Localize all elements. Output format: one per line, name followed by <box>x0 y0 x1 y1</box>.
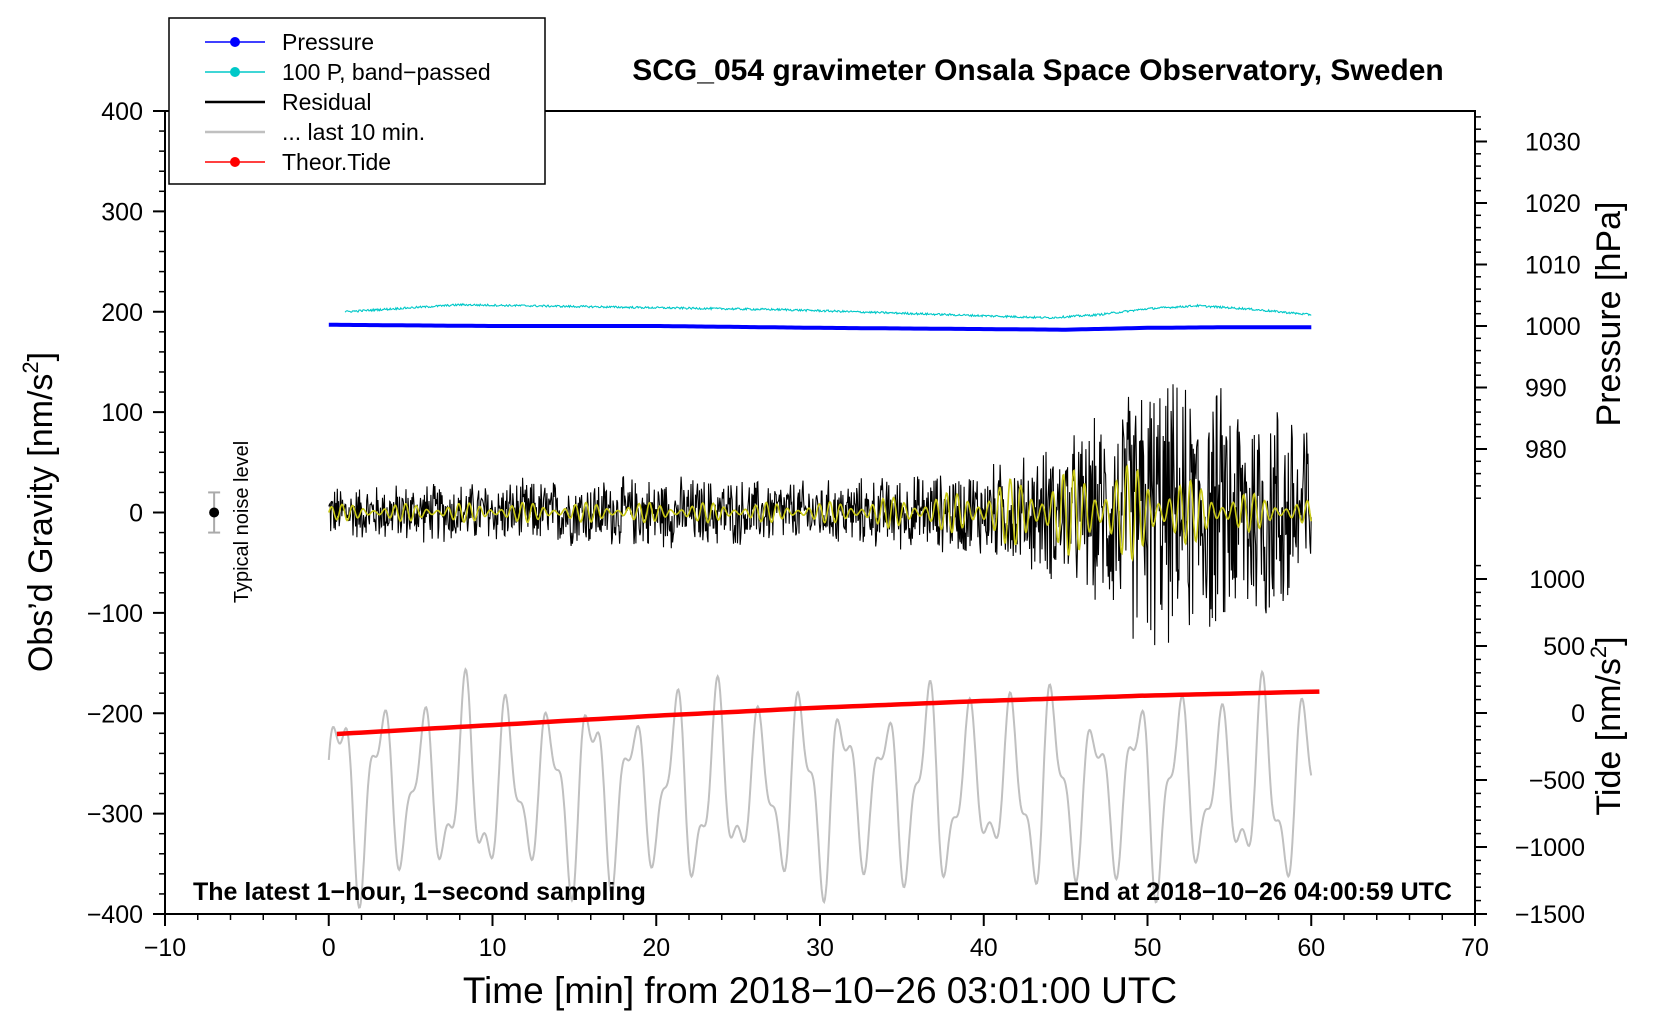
annotation-bottom-left: The latest 1−hour, 1−second sampling <box>193 878 646 906</box>
series-residual <box>328 384 1312 646</box>
series-100p-band-passed <box>344 302 1312 320</box>
series-theor-tide <box>336 689 1320 737</box>
y-left-tick-label: −400 <box>87 901 143 929</box>
tide-tick-label: −1500 <box>1515 901 1585 929</box>
legend: Pressure 100 P, band−passed Residual ... la… <box>168 17 546 185</box>
legend-marker <box>230 37 240 47</box>
legend-label: Residual <box>282 89 372 115</box>
y-left-tick-label: 200 <box>101 299 143 327</box>
y-left-tick-label: 100 <box>101 399 143 427</box>
y-left-tick-label: 0 <box>129 500 143 528</box>
y-left-tick-label: −200 <box>87 700 143 728</box>
legend-marker <box>230 67 240 77</box>
series-layer <box>327 302 1320 909</box>
y-axis-label-left-close: ] <box>22 352 60 361</box>
x-tick-label: 0 <box>322 934 336 962</box>
x-tick-label: 40 <box>970 934 998 962</box>
pressure-tick-label: 1010 <box>1525 252 1581 280</box>
y-axis-label-left-sup: 2 <box>18 361 43 373</box>
legend-label: ... last 10 min. <box>282 119 425 145</box>
axes-layer: −10 0 10 20 30 40 50 60 704003002001000−100−200−… <box>87 98 1585 962</box>
legend-marker <box>230 157 240 167</box>
pressure-tick-label: 1000 <box>1525 313 1581 341</box>
legend-label: 100 P, band−passed <box>282 59 491 85</box>
tide-axis-label-close: ] <box>1590 636 1628 645</box>
x-tick-label: 70 <box>1461 934 1489 962</box>
tide-axis-label-sup: 2 <box>1586 646 1611 658</box>
pressure-tick-label: 980 <box>1525 436 1567 464</box>
y-left-tick-label: −100 <box>87 600 143 628</box>
pressure-axis-label: Pressure [hPa] <box>1590 202 1628 427</box>
tide-tick-label: 500 <box>1543 633 1585 661</box>
pressure-tick-label: 1030 <box>1525 129 1581 157</box>
y-left-tick-label: 400 <box>101 98 143 126</box>
noise-level-label: Typical noise level <box>231 441 253 603</box>
pressure-tick-label: 1020 <box>1525 190 1581 218</box>
tide-tick-label: 0 <box>1571 700 1585 728</box>
x-axis-label: Time [min] from 2018−10−26 03:01:00 UTC <box>463 970 1177 1011</box>
tide-tick-label: 1000 <box>1529 566 1585 594</box>
x-tick-label: 20 <box>642 934 670 962</box>
y-left-tick-label: 300 <box>101 198 143 226</box>
tide-tick-label: −1000 <box>1515 834 1585 862</box>
x-tick-label: 10 <box>479 934 507 962</box>
legend-label: Theor.Tide <box>282 149 391 175</box>
y-left-tick-label: −300 <box>87 801 143 829</box>
annotation-bottom-right: End at 2018−10−26 04:00:59 UTC <box>1063 878 1452 906</box>
noise-point <box>209 507 220 518</box>
x-tick-label: 60 <box>1297 934 1325 962</box>
noise-level-bar <box>208 491 221 534</box>
series-band-passed-residual <box>328 464 1312 562</box>
x-tick-label: −10 <box>144 934 186 962</box>
legend-label: Pressure <box>282 29 374 55</box>
y-axis-label-left: Obs’d Gravity [nm/s2] <box>18 352 60 672</box>
pressure-tick-label: 990 <box>1525 375 1567 403</box>
tide-axis-label: Tide [nm/s2] <box>1586 636 1628 815</box>
x-tick-label: 30 <box>806 934 834 962</box>
tide-tick-label: −500 <box>1529 767 1585 795</box>
series-pressure <box>328 322 1312 332</box>
series-last-10-min <box>327 667 1313 909</box>
x-tick-label: 50 <box>1134 934 1162 962</box>
chart-title: SCG_054 gravimeter Onsala Space Observat… <box>632 54 1444 87</box>
